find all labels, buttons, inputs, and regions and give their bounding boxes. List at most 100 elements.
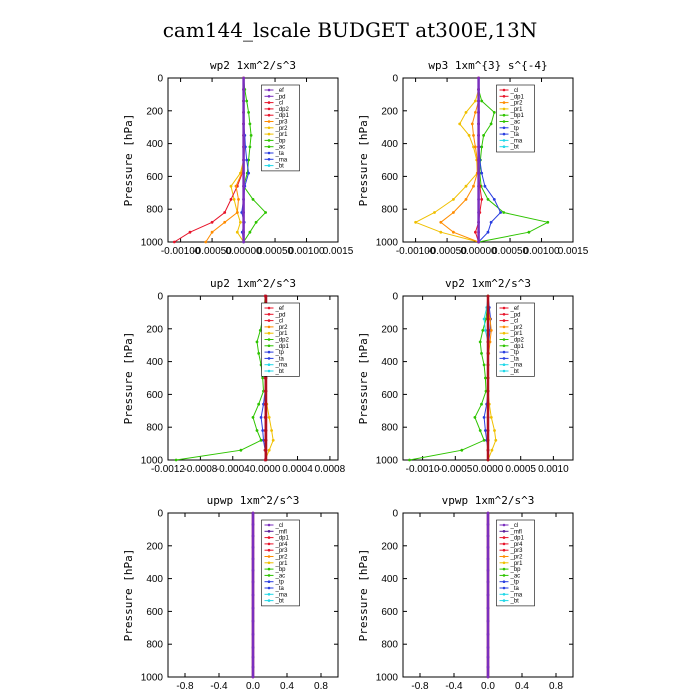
legend-marker [267,325,271,329]
legend-label: _pd [510,312,521,318]
data-point [229,184,233,188]
data-point [251,523,255,526]
panel-title: up2 1xm^2/s^3 [210,277,296,290]
legend-marker [267,113,271,117]
data-point [488,317,492,321]
data-point [258,329,262,332]
data-point [477,134,480,137]
data-point [464,198,468,201]
data-point [242,111,246,114]
data-point [499,211,502,214]
y-tick-label: 200 [381,324,398,335]
legend-marker [267,120,271,123]
legend-marker [267,139,271,142]
data-point [271,438,275,442]
data-point [242,134,246,137]
data-point [259,438,263,442]
legend-marker [502,542,506,546]
legend-label: _cl [275,319,284,325]
legend-label: _pr2 [275,325,289,331]
x-tick-label: -0.00100 [161,246,201,257]
legend-label: _tp [275,350,285,356]
panel-title: vp2 1xm^2/s^3 [445,277,531,290]
legend-label: _dp2 [510,338,525,344]
y-tick-label: 200 [146,541,163,552]
legend-label: _bt [275,164,285,170]
x-tick-label: 0.0000 [250,464,281,475]
legend-label: _pr2 [275,555,289,561]
legend-label: _pr2 [275,126,289,132]
legend-marker [502,101,506,104]
legend-label: _dp2 [275,107,290,113]
y-axis-label: Pressure [hPa] [122,549,135,642]
legend-marker [267,542,271,546]
data-point [251,534,255,538]
data-point [259,416,263,419]
plot-frame [167,77,339,243]
data-point [480,145,484,149]
data-point [486,633,490,636]
legend-marker [267,350,271,354]
legend-label: _mfl [275,529,287,535]
data-point [486,557,490,561]
data-point [480,352,483,355]
y-tick-label: 1000 [376,456,399,467]
data-point [242,184,246,188]
data-point [251,633,255,636]
legend-marker [267,313,271,316]
data-point [232,198,236,201]
data-point [472,134,475,137]
legend-marker [267,369,271,373]
data-point [477,198,480,201]
legend-marker [502,145,506,148]
data-point [251,593,255,597]
legend-label: _ta [275,151,285,157]
data-point [248,230,252,234]
chart-panel-4: vp2 1xm^2/s^3 Pressure [hPa] 0 200 400 600 800… [357,277,574,475]
data-point [486,523,490,526]
data-point [242,230,246,234]
data-point [477,99,480,103]
y-tick-label: 600 [381,607,398,618]
data-point [251,655,255,659]
x-tick-label: 0.0 [481,681,495,692]
legend-marker [267,151,271,155]
legend-label: _pr3 [275,548,289,554]
data-point [480,402,483,406]
legend-label: _ma [275,592,288,598]
legend-label: _pr4 [510,542,524,548]
x-tick-label: 0.0008 [315,464,346,475]
data-point [486,438,490,442]
data-point [489,122,493,126]
legend-label: _pd [275,312,286,318]
y-tick-label: 400 [381,574,398,585]
legend-label: _ac [275,145,286,151]
data-point [460,448,464,452]
data-point [248,122,252,126]
legend-label: _cl [510,319,519,325]
data-point [242,122,246,126]
legend-marker [502,126,506,130]
data-point [486,593,490,597]
data-point [484,429,487,432]
data-point [210,220,214,224]
data-point [229,198,233,201]
y-tick-label: 600 [381,172,398,183]
legend-label: _pr2 [510,325,524,331]
data-point [482,134,485,137]
data-point [480,198,484,201]
legend-marker [502,331,506,335]
legend-label: _ta [510,586,520,592]
data-point [477,145,480,149]
data-point [270,429,273,432]
data-point [204,240,208,244]
panel-title: wp3 1xm^{3} s^{-4} [428,59,547,72]
data-point [486,294,490,298]
y-tick-label: 0 [392,509,398,520]
legend-label: _ma [510,363,523,369]
legend-label: _dp1 [510,94,525,100]
legend-label: _pr2 [510,555,524,561]
y-tick-label: 400 [381,139,398,150]
data-point [477,76,480,80]
